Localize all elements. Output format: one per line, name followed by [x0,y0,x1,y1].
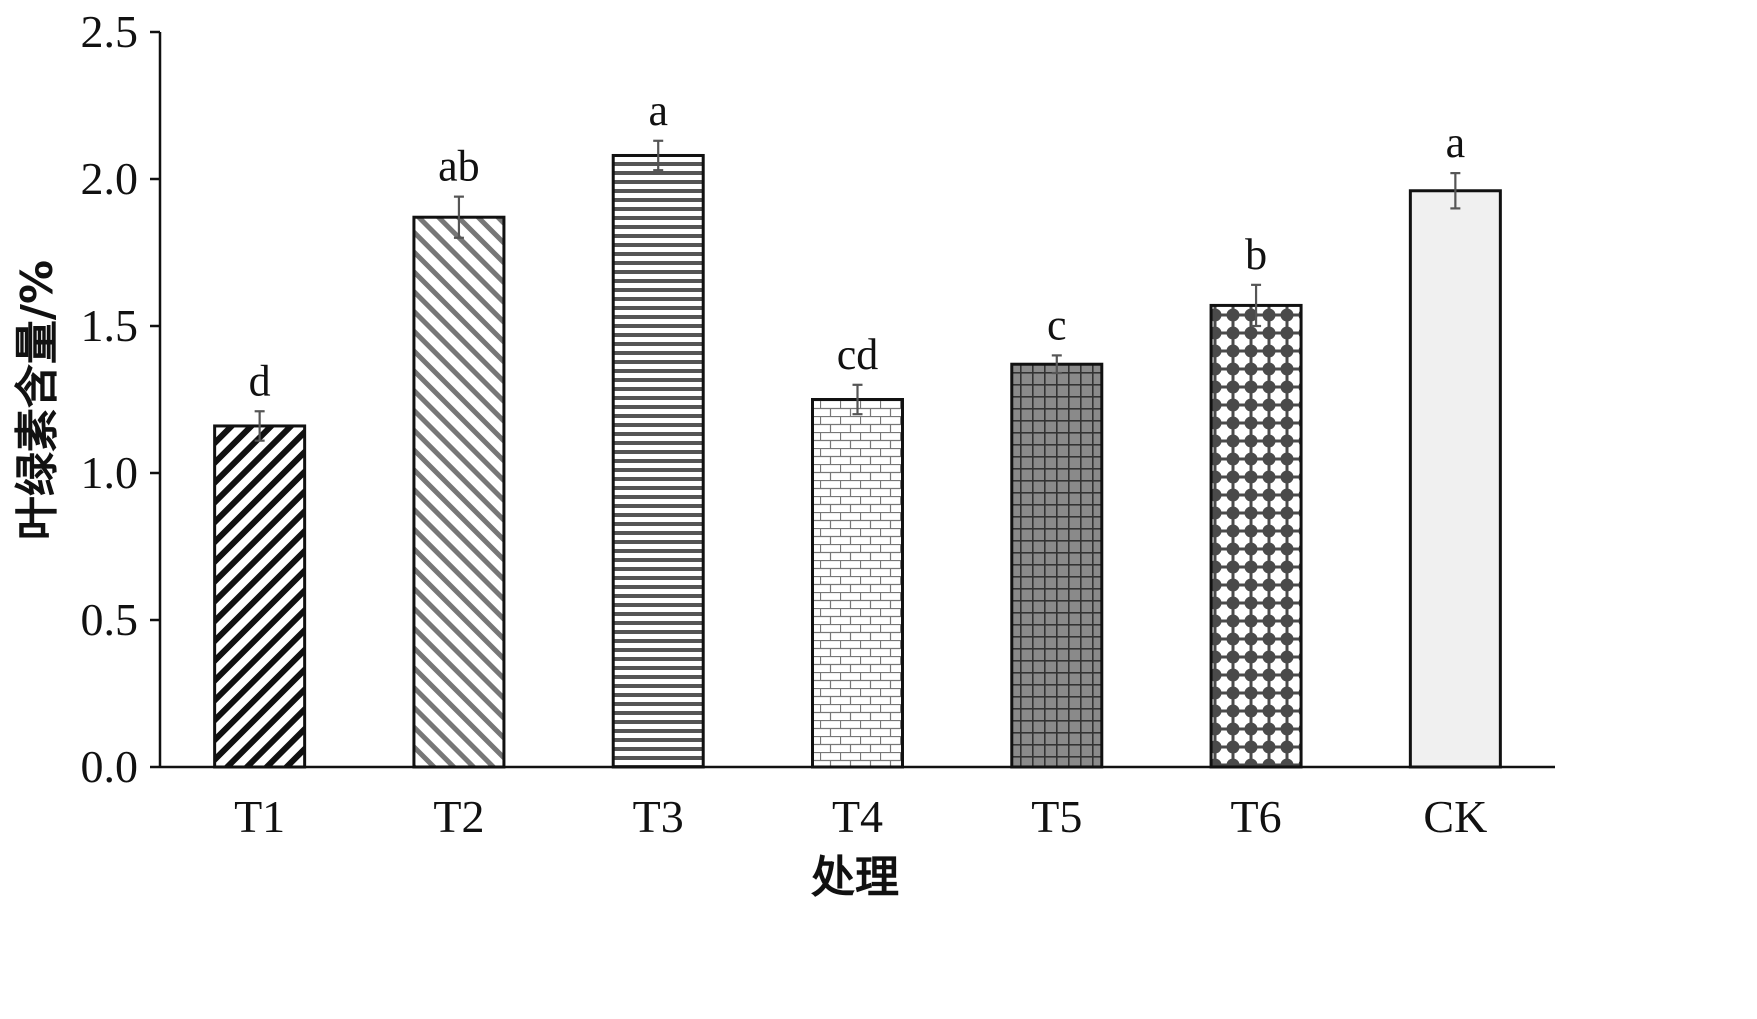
x-tick-label: T6 [1231,791,1282,842]
y-tick-label: 2.5 [81,6,139,57]
y-tick-label: 0.0 [81,741,139,792]
significance-label: b [1245,230,1267,279]
y-tick-label: 2.0 [81,153,139,204]
y-axis-title: 叶绿素含量/% [12,260,63,540]
significance-label: cd [837,330,879,379]
significance-label: ab [438,142,480,191]
bar-t4 [811,398,904,769]
significance-label: a [648,86,668,135]
bar-ck [1408,189,1502,769]
x-tick-label: T2 [433,791,484,842]
y-tick-label: 0.5 [81,594,139,645]
bar-t3 [611,153,705,769]
bar-t1 [213,424,307,769]
x-tick-label: T5 [1031,791,1082,842]
x-tick-label: T4 [832,791,883,842]
plot-area: 0.0 0.5 1.0 1.5 2.0 2.5 d T1 ab T2 a T3 cd T4 c T5 b T6 a C… [81,6,1555,842]
y-tick-label: 1.0 [81,447,139,498]
y-tick-label: 1.5 [81,300,139,351]
x-axis-title: 处理 [811,852,899,903]
bar-t5 [1010,362,1104,769]
significance-label: a [1446,118,1466,167]
significance-label: d [249,356,271,405]
x-tick-label: T3 [633,791,684,842]
significance-label: c [1047,300,1067,349]
x-tick-label: T1 [234,791,285,842]
x-tick-label: CK [1423,791,1487,842]
bar-t2 [412,215,506,769]
bar-t6 [1209,303,1303,769]
